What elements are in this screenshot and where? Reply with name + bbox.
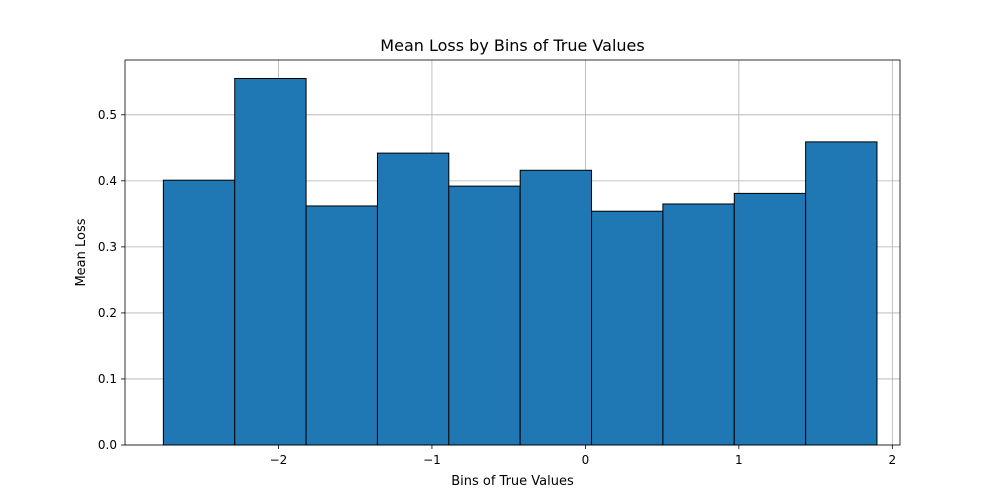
y-tick-label: 0.2: [98, 306, 117, 320]
bar: [519, 169, 593, 446]
y-tick-label: 0.5: [98, 108, 117, 122]
bar: [591, 210, 664, 446]
x-tick-label: 2: [889, 453, 897, 467]
y-axis-ticks: 0.0 0.1 0.2 0.3 0.4 0.5: [98, 108, 125, 452]
y-tick-label: 0.4: [98, 174, 117, 188]
y-tick-label: 0.0: [98, 438, 117, 452]
bar: [376, 152, 450, 446]
y-tick-label: 0.1: [98, 372, 117, 386]
bar: [662, 203, 735, 446]
x-tick-label: 1: [735, 453, 743, 467]
x-axis-ticks: −2 −1 0 1 2: [270, 445, 897, 467]
bar: [305, 205, 378, 446]
plot-frame: [124, 59, 901, 446]
bar: [234, 77, 307, 446]
x-tick-label: −1: [423, 453, 441, 467]
chart-title: Mean Loss by Bins of True Values: [380, 36, 644, 55]
y-tick-label: 0.3: [98, 240, 117, 254]
y-axis-label: Mean Loss: [74, 218, 89, 286]
x-tick-label: 0: [582, 453, 590, 467]
x-tick-label: −2: [270, 453, 288, 467]
bar: [448, 185, 521, 446]
x-axis-label: Bins of True Values: [451, 474, 574, 489]
bar: [733, 192, 807, 446]
bar: [162, 179, 236, 446]
bars: [162, 77, 878, 446]
bar: [805, 141, 878, 446]
